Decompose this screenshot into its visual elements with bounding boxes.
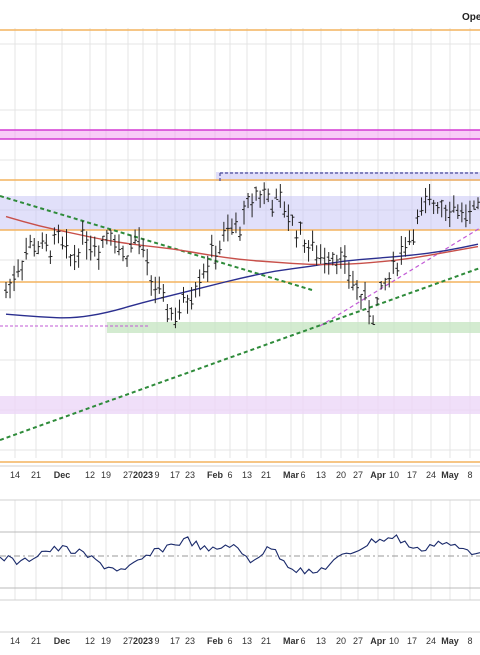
lower-tick-label: 12 bbox=[85, 636, 95, 646]
purple-zone bbox=[0, 196, 480, 230]
lower-tick-label: 13 bbox=[316, 636, 326, 646]
lavender-zone bbox=[0, 396, 480, 414]
blue-moving-average bbox=[5, 243, 479, 319]
violet-uptrend-line bbox=[319, 227, 480, 327]
lower-tick-label: 2023 bbox=[133, 636, 153, 646]
main-tick-label: 6 bbox=[227, 470, 232, 480]
lower-tick-label: Apr bbox=[370, 636, 386, 646]
moving-averages bbox=[5, 215, 479, 319]
main-tick-label: Feb bbox=[207, 470, 224, 480]
indicator-pane bbox=[0, 499, 480, 601]
lower-tick-label: 6 bbox=[300, 636, 305, 646]
price-bars bbox=[4, 182, 480, 329]
lower-tick-label: 19 bbox=[101, 636, 111, 646]
main-tick-label: 17 bbox=[407, 470, 417, 480]
main-tick-label: 17 bbox=[170, 470, 180, 480]
magenta-band bbox=[0, 130, 480, 139]
main-tick-label: 9 bbox=[154, 470, 159, 480]
main-tick-label: 24 bbox=[426, 470, 436, 480]
main-tick-label: 23 bbox=[185, 470, 195, 480]
lower-tick-label: Feb bbox=[207, 636, 224, 646]
main-tick-label: 19 bbox=[101, 470, 111, 480]
lower-tick-label: 6 bbox=[227, 636, 232, 646]
main-tick-label: 10 bbox=[389, 470, 399, 480]
main-tick-label: 14 bbox=[10, 470, 20, 480]
main-tick-label: 21 bbox=[261, 470, 271, 480]
lower-tick-label: 13 bbox=[242, 636, 252, 646]
main-tick-label: 13 bbox=[316, 470, 326, 480]
horizontal-levels bbox=[0, 29, 480, 463]
main-tick-label: 27 bbox=[123, 470, 133, 480]
green-downtrend-line bbox=[0, 195, 313, 291]
lower-tick-label: 17 bbox=[170, 636, 180, 646]
lower-tick-label: 20 bbox=[336, 636, 346, 646]
green-uptrend-line bbox=[0, 267, 480, 441]
red-moving-average bbox=[5, 215, 479, 266]
resistance-zone bbox=[216, 172, 480, 181]
lower-tick-label: 10 bbox=[389, 636, 399, 646]
lower-tick-label: 8 bbox=[467, 636, 472, 646]
lower-tick-label: 24 bbox=[426, 636, 436, 646]
main-tick-label: May bbox=[441, 470, 459, 480]
main-tick-label: 27 bbox=[353, 470, 363, 480]
lower-tick-label: 14 bbox=[10, 636, 20, 646]
lower-tick-label: May bbox=[441, 636, 459, 646]
price-zones bbox=[0, 130, 480, 414]
lower-tick-label: 27 bbox=[353, 636, 363, 646]
header-label: Ope bbox=[462, 12, 480, 23]
main-tick-label: Apr bbox=[370, 470, 386, 480]
lower-tick-label: Mar bbox=[283, 636, 300, 646]
lower-tick-label: 17 bbox=[407, 636, 417, 646]
trendlines bbox=[0, 195, 480, 441]
lower-tick-label: Dec bbox=[54, 636, 71, 646]
lower-tick-label: 21 bbox=[261, 636, 271, 646]
main-tick-label: Dec bbox=[54, 470, 71, 480]
main-tick-label: 12 bbox=[85, 470, 95, 480]
main-tick-label: 13 bbox=[242, 470, 252, 480]
main-tick-label: 21 bbox=[31, 470, 41, 480]
lower-tick-label: 9 bbox=[154, 636, 159, 646]
date-axis: 14 21 Dec 12 19 27 2023 9 17 23 Feb 6 13 21 Mar 6 13 20 27… bbox=[0, 465, 480, 646]
main-tick-label: 8 bbox=[467, 470, 472, 480]
lower-tick-label: 23 bbox=[185, 636, 195, 646]
indicator-line bbox=[0, 534, 480, 575]
lower-tick-label: 21 bbox=[31, 636, 41, 646]
main-tick-label: 6 bbox=[300, 470, 305, 480]
lower-tick-label: 27 bbox=[123, 636, 133, 646]
main-tick-label: Mar bbox=[283, 470, 300, 480]
price-pane-grid bbox=[0, 28, 480, 458]
green-zone bbox=[107, 322, 480, 333]
main-tick-label: 2023 bbox=[133, 470, 153, 480]
main-tick-label: 20 bbox=[336, 470, 346, 480]
